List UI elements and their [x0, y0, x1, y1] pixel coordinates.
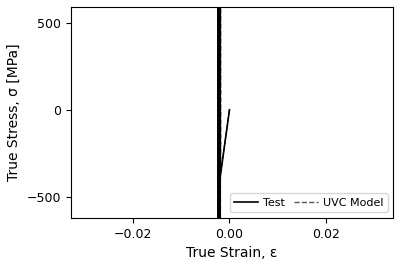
Line: UVC Model: UVC Model: [218, 0, 230, 267]
Test: [227, 108, 232, 111]
Legend: Test, UVC Model: Test, UVC Model: [230, 193, 388, 212]
Y-axis label: True Stress, σ [MPa]: True Stress, σ [MPa]: [7, 44, 21, 181]
X-axis label: True Strain, ε: True Strain, ε: [186, 246, 278, 260]
UVC Model: [227, 108, 232, 111]
Line: Test: Test: [218, 0, 230, 267]
